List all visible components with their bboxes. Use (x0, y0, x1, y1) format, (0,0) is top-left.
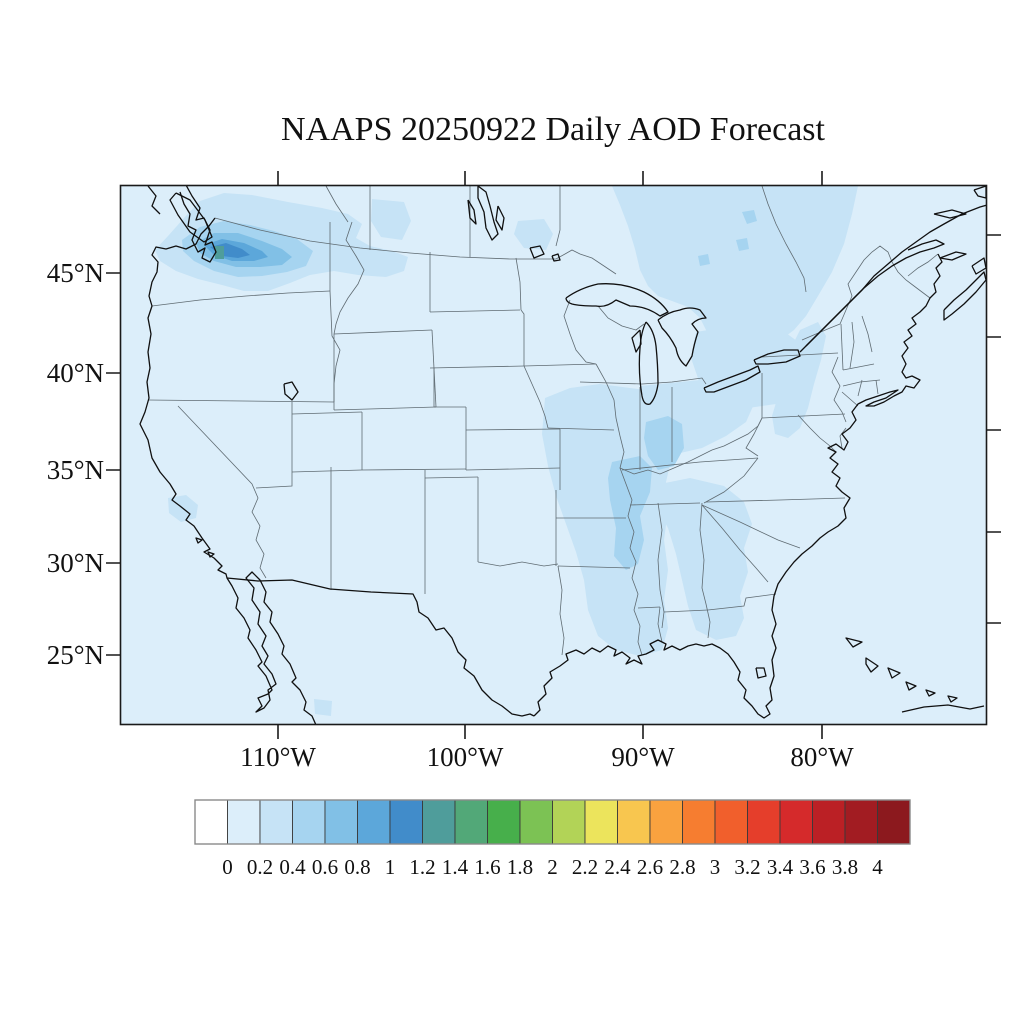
colorbar-tick-label: 3 (710, 855, 721, 879)
colorbar-tick-label: 0.6 (312, 855, 338, 879)
colorbar-swatch (844, 799, 878, 845)
map-frame (119, 184, 988, 726)
lon-label: 100°W (427, 742, 504, 772)
colorbar-swatch (422, 799, 456, 845)
colorbar-swatch (389, 799, 423, 845)
colorbar-swatch (714, 799, 748, 845)
colorbar-tick-label: 0 (222, 855, 233, 879)
colorbar-swatch (292, 799, 326, 845)
colorbar (194, 799, 911, 845)
colorbar-tick-label: 1.2 (409, 855, 435, 879)
colorbar-swatch (519, 799, 553, 845)
colorbar-tick-label: 2.2 (572, 855, 598, 879)
aod-field (120, 185, 987, 725)
longitude-labels: 110°W 100°W 90°W 80°W (240, 742, 854, 772)
colorbar-tick-label: 3.2 (734, 855, 760, 879)
lat-label: 30°N (47, 548, 104, 578)
colorbar-tick-label: 1 (385, 855, 396, 879)
colorbar-tick-label: 3.6 (799, 855, 825, 879)
colorbar-swatch (812, 799, 846, 845)
page-title: NAAPS 20250922 Daily AOD Forecast (281, 111, 826, 148)
latitude-labels: 45°N 40°N 35°N 30°N 25°N (47, 258, 104, 670)
lon-label: 80°W (790, 742, 854, 772)
colorbar-tick-label: 2.4 (604, 855, 631, 879)
colorbar-tick-label: 4 (872, 855, 883, 879)
colorbar-tick-label: 1.8 (507, 855, 533, 879)
colorbar-tick-label: 1.4 (442, 855, 469, 879)
lat-label: 35°N (47, 455, 104, 485)
colorbar-swatch (682, 799, 716, 845)
colorbar-swatch (454, 799, 488, 845)
lat-label: 40°N (47, 358, 104, 388)
colorbar-swatch (194, 799, 228, 845)
colorbar-tick-label: 0.8 (344, 855, 370, 879)
lat-label: 25°N (47, 640, 104, 670)
colorbar-swatch (324, 799, 358, 845)
colorbar-swatch (649, 799, 683, 845)
colorbar-swatch (487, 799, 521, 845)
colorbar-swatch (584, 799, 618, 845)
colorbar-tick-label: 2.6 (637, 855, 663, 879)
colorbar-swatch (227, 799, 261, 845)
colorbar-tick-label: 0.4 (279, 855, 306, 879)
colorbar-border (194, 799, 911, 845)
colorbar-swatch (552, 799, 586, 845)
state-borders (147, 185, 939, 656)
coastlines (139, 185, 987, 725)
lon-label: 110°W (240, 742, 316, 772)
colorbar-swatch (357, 799, 391, 845)
colorbar-tick-label: 1.6 (474, 855, 500, 879)
aod-patches-02-04 (155, 186, 858, 716)
lat-label: 45°N (47, 258, 104, 288)
colorbar-labels: 0 0.2 0.4 0.6 0.8 1 1.2 1.4 1.6 1.8 2 2.2 2.4 2.6 2.8 3… (222, 855, 883, 879)
colorbar-tick-label: 2 (547, 855, 558, 879)
colorbar-tick-label: 3.8 (832, 855, 858, 879)
lon-label: 90°W (611, 742, 675, 772)
colorbar-tick-label: 3.4 (767, 855, 794, 879)
aod-plume-core (215, 246, 224, 259)
colorbar-swatch (259, 799, 293, 845)
colorbar-swatch (617, 799, 651, 845)
colorbar-swatch (877, 799, 911, 845)
axis-ticks (106, 171, 1001, 739)
colorbar-swatch (747, 799, 781, 845)
colorbar-swatch (779, 799, 813, 845)
colorbar-tick-label: 0.2 (247, 855, 273, 879)
colorbar-tick-label: 2.8 (669, 855, 695, 879)
